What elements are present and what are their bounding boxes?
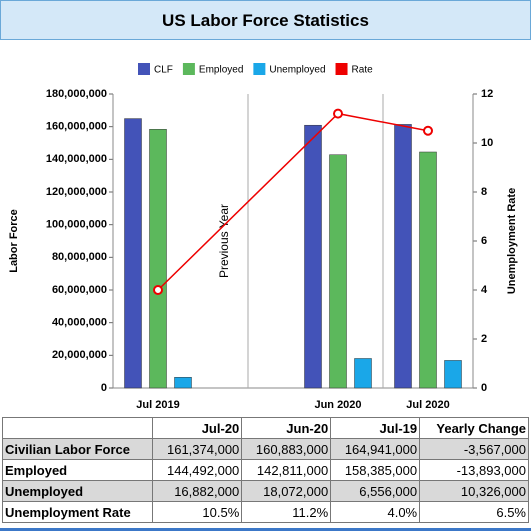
legend-swatch <box>182 63 195 75</box>
table-cell: 4.0% <box>330 501 421 523</box>
x-tick-label: Jun 2020 <box>314 399 361 411</box>
table-row: Employed 144,492,000 142,811,000 158,385,00… <box>1 459 529 481</box>
y2-tick-label: 6 <box>481 235 487 247</box>
table-cell: 18,072,000 <box>241 480 332 502</box>
table-cell: 161,374,000 <box>152 438 243 460</box>
rate-point <box>153 285 163 295</box>
y-tick-label: 100,000,000 <box>46 219 107 231</box>
table-cell: 144,492,000 <box>152 459 243 481</box>
table-row: Unemployment Rate 10.5% 11.2% 4.0% 6.5% <box>1 501 529 523</box>
y2-tick-label: 10 <box>481 137 493 149</box>
bar <box>394 124 412 389</box>
y-tick-label: 180,000,000 <box>46 88 107 100</box>
bottom-border <box>0 528 531 531</box>
y-axis-title: Labor Force <box>8 209 20 273</box>
legend-swatch <box>253 63 266 75</box>
bar <box>174 377 192 389</box>
y2-tick-label: 4 <box>481 284 488 296</box>
bar <box>354 358 372 389</box>
x-tick-label: Jul 2020 <box>406 399 449 411</box>
y2-tick-label: 8 <box>481 186 487 198</box>
y2-axis-title: Unemployment Rate <box>506 188 518 294</box>
rate-point <box>333 108 343 119</box>
col-header: Jul-20 <box>152 417 243 439</box>
col-header: Jun-20 <box>241 417 332 439</box>
stats-table: Jul-20 Jun-20 Jul-19 Yearly Change Civil… <box>1 417 529 523</box>
legend-label: Unemployed <box>269 65 325 76</box>
bar <box>329 154 347 389</box>
table-row: Unemployed 16,882,000 18,072,000 6,556,000 1… <box>1 480 529 502</box>
y-tick-label: 120,000,000 <box>46 186 107 198</box>
col-header: Jul-19 <box>330 417 421 439</box>
table-cell: 142,811,000 <box>241 459 332 481</box>
bar <box>419 151 437 389</box>
table-cell: 6,556,000 <box>330 480 421 502</box>
table-cell: 160,883,000 <box>241 438 332 460</box>
y-tick-label: 160,000,000 <box>46 121 107 133</box>
table-cell: -3,567,000 <box>419 438 529 460</box>
table-cell: 16,882,000 <box>152 480 243 502</box>
table-cell: 6.5% <box>419 501 529 523</box>
table-cell: 158,385,000 <box>330 459 421 481</box>
header-row: Jul-20 Jun-20 Jul-19 Yearly Change <box>1 417 529 439</box>
table-cell: -13,893,000 <box>419 459 529 481</box>
x-tick-label: Jul 2019 <box>136 399 179 411</box>
bar <box>304 124 322 389</box>
legend-label: Rate <box>352 65 374 76</box>
bar <box>124 118 142 389</box>
empty-cell <box>1 417 154 439</box>
annotation: Previous Year <box>217 204 231 278</box>
row-header: Unemployment Rate <box>1 501 154 523</box>
legend-swatch <box>138 63 150 75</box>
legend-swatch <box>335 63 348 75</box>
y-tick-label: 80,000,000 <box>52 251 107 263</box>
legend-label: CLF <box>154 65 173 76</box>
row-header: Employed <box>1 459 154 481</box>
row-header: Civilian Labor Force <box>1 438 154 460</box>
y-tick-label: 60,000,000 <box>52 284 107 296</box>
rate-point <box>423 125 433 136</box>
table-cell: 164,941,000 <box>330 438 421 460</box>
chart-title: US Labor Force Statistics <box>0 0 531 40</box>
legend-label: Employed <box>199 65 243 76</box>
y2-tick-label: 12 <box>481 88 493 100</box>
row-header: Unemployed <box>1 480 154 502</box>
y2-tick-label: 0 <box>481 382 487 394</box>
chart: CLF Employed Unemployed Rate 0 20,000,000 40,0… <box>8 63 518 411</box>
bar <box>149 129 167 389</box>
col-header: Yearly Change <box>419 417 529 439</box>
y-tick-label: 140,000,000 <box>46 153 107 165</box>
table-cell: 10,326,000 <box>419 480 529 502</box>
table-cell: 11.2% <box>241 501 332 523</box>
table-cell: 10.5% <box>152 501 243 523</box>
y2-tick-label: 2 <box>481 333 487 345</box>
bar <box>444 360 462 389</box>
table-row: Civilian Labor Force 161,374,000 160,883,0… <box>1 438 529 460</box>
rate-line <box>157 112 429 291</box>
y-tick-label: 0 <box>101 382 107 394</box>
y-tick-label: 20,000,000 <box>52 349 107 361</box>
y-tick-label: 40,000,000 <box>52 317 107 329</box>
